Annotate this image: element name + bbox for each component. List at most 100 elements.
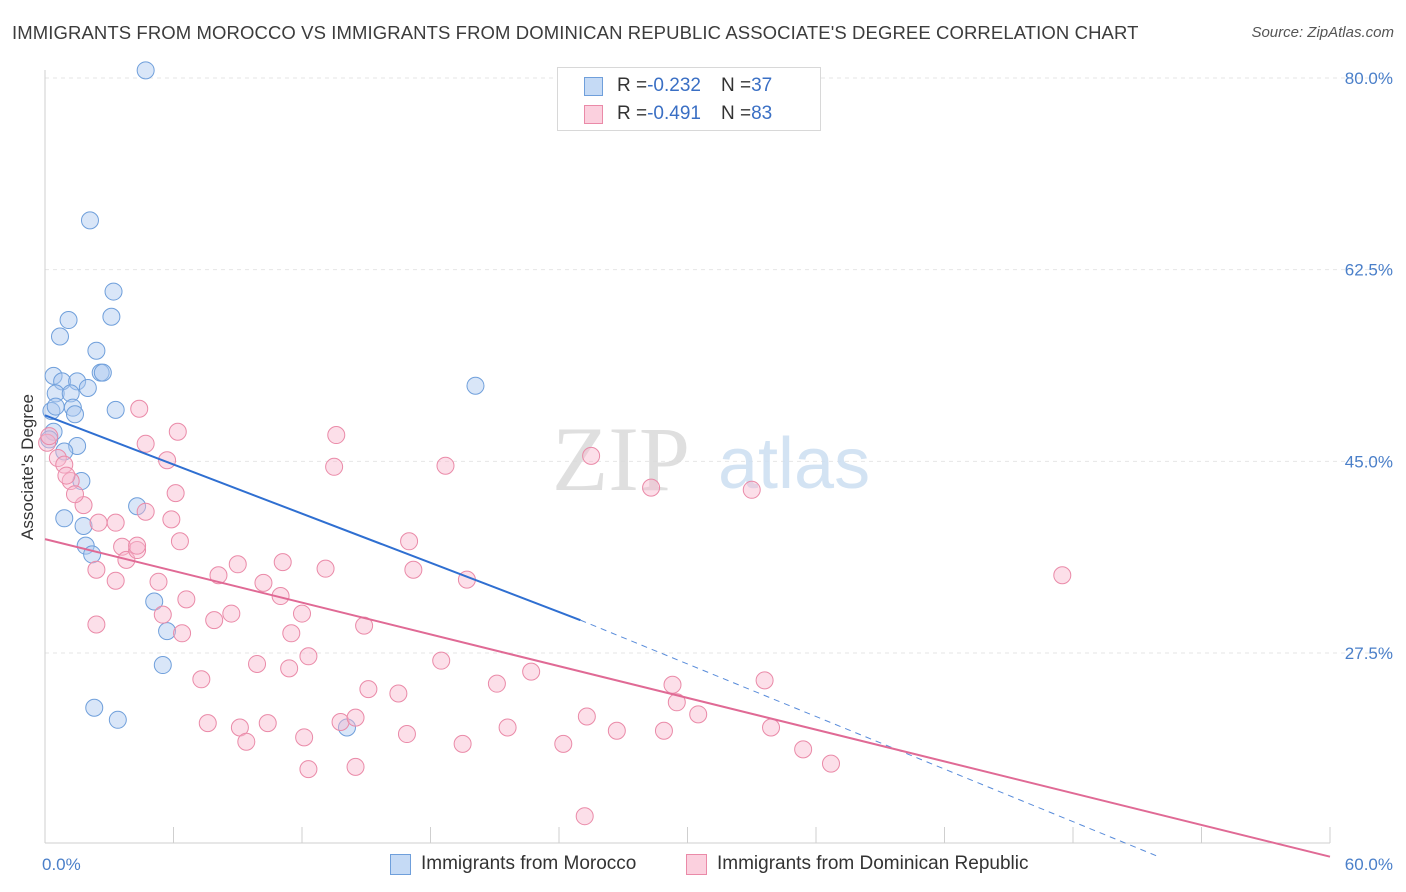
data-point [299, 647, 318, 666]
legend-swatch-dominican-republic [584, 104, 603, 124]
source-label: Source: ZipAtlas.com [1251, 24, 1394, 41]
data-point [487, 674, 506, 693]
data-point [248, 654, 267, 673]
data-point [607, 721, 626, 740]
data-point [136, 502, 155, 521]
data-point [102, 307, 121, 326]
legend-swatch-morocco [584, 76, 603, 96]
data-point [205, 611, 224, 630]
data-point [46, 397, 65, 416]
data-point [742, 480, 761, 499]
data-point [295, 728, 314, 747]
legend-label-morocco: Immigrants from Morocco [421, 853, 637, 874]
grid-lines [45, 77, 1392, 654]
y-axis-title: Associate's Degree [18, 394, 37, 540]
series-dominican-republic [38, 399, 1072, 826]
data-point [397, 725, 416, 744]
data-point [166, 484, 185, 503]
data-point [106, 571, 125, 590]
data-point [48, 449, 67, 468]
data-point [55, 442, 74, 461]
data-point [89, 513, 108, 532]
data-point [663, 675, 682, 694]
data-point [61, 384, 80, 403]
data-point [168, 422, 187, 441]
data-point [192, 670, 211, 689]
data-point [106, 400, 125, 419]
legend-r-value: -0.491 [647, 103, 701, 124]
data-point [106, 513, 125, 532]
data-point [432, 651, 451, 670]
data-point [149, 572, 168, 591]
trendline-extension-0 [580, 619, 1159, 858]
y-tick-label-1: 45.0% [1345, 452, 1393, 471]
legend-r-value: -0.232 [647, 75, 701, 96]
data-point [59, 311, 78, 330]
data-point [400, 532, 419, 551]
data-point [85, 698, 104, 717]
data-point [667, 693, 686, 712]
legend-item-morocco[interactable]: Immigrants from Morocco [390, 853, 636, 875]
trendline-0 [44, 414, 581, 622]
data-point [389, 684, 408, 703]
y-tick-label-0: 27.5% [1345, 644, 1393, 663]
data-point [575, 807, 594, 826]
data-point [128, 536, 147, 555]
data-point [299, 760, 318, 779]
data-point [177, 590, 196, 609]
data-point [153, 605, 172, 624]
data-point [453, 734, 472, 753]
data-point [331, 713, 350, 731]
series-legend: Immigrants from Morocco Immigrants from … [0, 850, 1406, 880]
data-point [293, 604, 311, 623]
data-point [50, 327, 69, 346]
data-point [466, 376, 485, 395]
data-point [78, 378, 97, 397]
data-point [80, 211, 99, 230]
legend-swatch-morocco [390, 853, 411, 875]
data-point [128, 541, 147, 560]
legend-n-value: 83 [751, 103, 773, 124]
data-point [404, 560, 423, 579]
data-point [87, 341, 106, 360]
data-point [254, 573, 273, 592]
data-point [108, 710, 127, 729]
data-point [87, 560, 106, 579]
watermark-zip: ZIP [552, 408, 690, 510]
data-point [762, 718, 781, 737]
data-point [821, 754, 840, 773]
y-tick-labels: 27.5% 45.0% 62.5% 80.0% [1345, 69, 1393, 663]
data-point [136, 434, 155, 453]
data-point [65, 405, 84, 424]
data-point [158, 622, 177, 641]
data-point [153, 656, 172, 675]
data-point [280, 659, 299, 678]
legend-n-label: N = [720, 75, 752, 96]
data-point [65, 485, 84, 504]
legend-row-dominican-republic: R = -0.491 N = 83 [584, 101, 772, 127]
data-point [40, 427, 59, 446]
data-point [755, 671, 774, 690]
data-point [258, 714, 277, 733]
x-tick-labels: 0.0% 60.0% [42, 855, 1393, 874]
data-point [38, 433, 57, 452]
trendline-1 [44, 538, 1331, 858]
data-point [359, 680, 378, 699]
chart-title: IMMIGRANTS FROM MOROCCO VS IMMIGRANTS FR… [12, 22, 1139, 43]
data-point [498, 718, 517, 737]
x-tick-label-0: 0.0% [42, 855, 81, 874]
legend-n-value: 37 [751, 75, 773, 96]
legend-label-dominican-republic: Immigrants from Dominican Republic [717, 853, 1029, 874]
data-point [87, 615, 106, 634]
data-point [237, 732, 256, 751]
data-point [170, 532, 189, 551]
y-tick-label-3: 80.0% [1345, 69, 1393, 88]
data-point [93, 363, 112, 382]
legend-item-dominican-republic[interactable]: Immigrants from Dominican Republic [686, 853, 1029, 875]
data-point [582, 446, 601, 465]
data-point [74, 516, 93, 535]
data-point [577, 707, 596, 726]
data-point [130, 399, 149, 418]
correlation-legend: R = -0.232 N = 37 R = -0.491 N = 83 [557, 67, 821, 131]
